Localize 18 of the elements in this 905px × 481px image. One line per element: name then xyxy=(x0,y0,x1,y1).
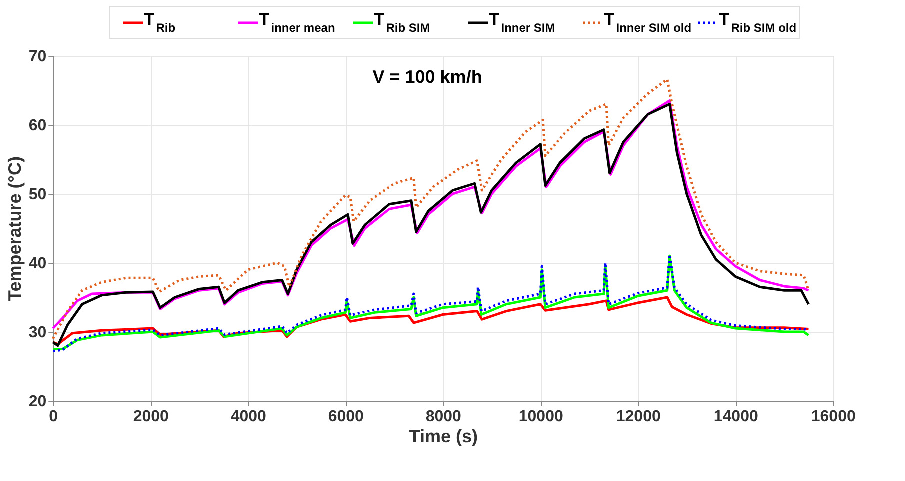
x-tick-label: 16000 xyxy=(811,408,856,426)
y-tick-label: 50 xyxy=(28,186,47,204)
x-tick-label: 8000 xyxy=(426,408,462,426)
y-tick-label: 70 xyxy=(28,48,47,66)
y-tick-label: 60 xyxy=(28,118,47,134)
x-tick-label: 14000 xyxy=(714,408,758,426)
x-tick-label: 12000 xyxy=(616,408,661,426)
x-tick-label: 2000 xyxy=(133,408,170,426)
x-axis-title: Time (s) xyxy=(409,426,478,446)
x-tick-label: 0 xyxy=(49,408,58,426)
annotation: V = 100 km/h xyxy=(372,67,482,87)
y-tick-label: 20 xyxy=(28,394,47,410)
y-axis-title: Temperature (°C) xyxy=(4,156,25,302)
x-tick-label: 10000 xyxy=(518,408,564,426)
x-tick-label: 6000 xyxy=(328,408,364,426)
x-tick-label: 4000 xyxy=(230,408,267,426)
y-tick-label: 40 xyxy=(28,256,47,272)
y-tick-label: 30 xyxy=(28,324,47,342)
